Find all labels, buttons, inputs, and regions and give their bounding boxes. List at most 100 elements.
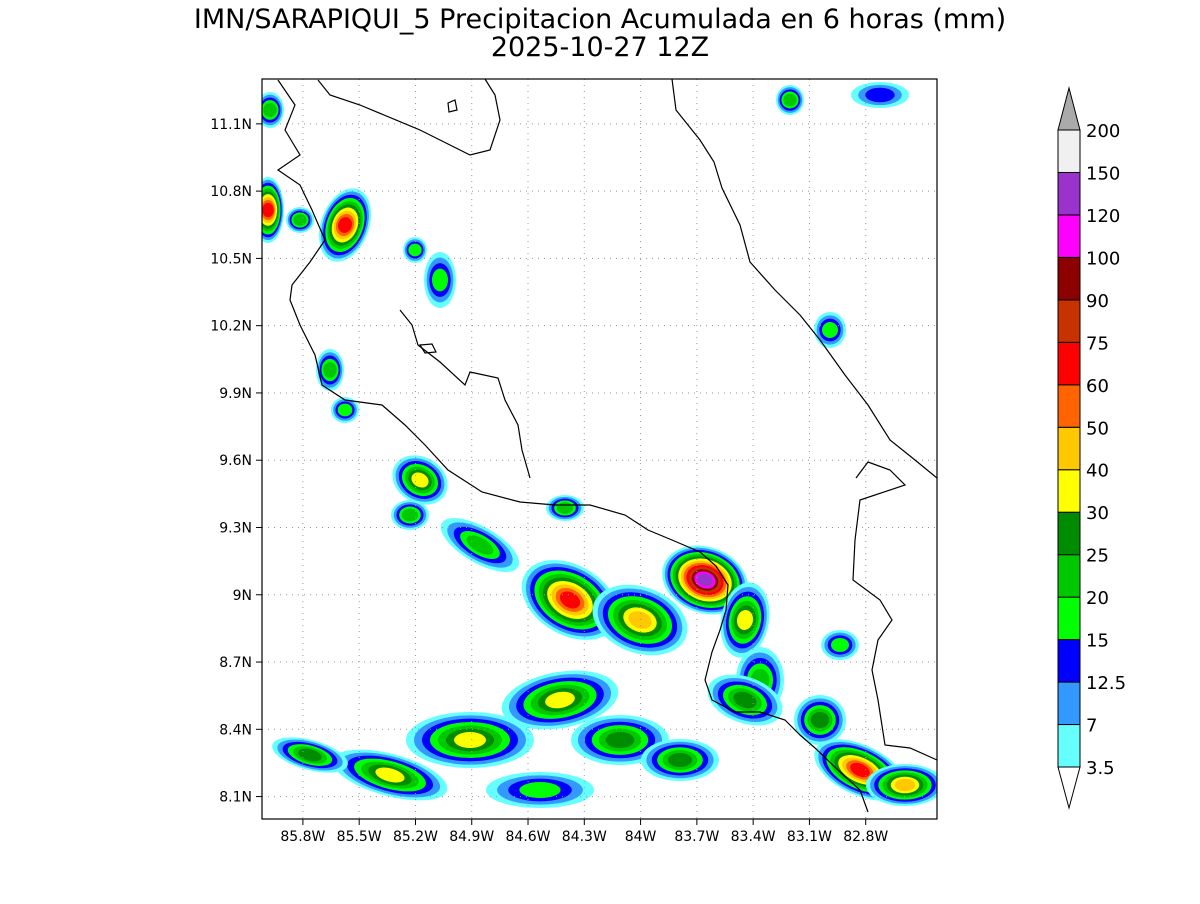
colorbar-label: 12.5 bbox=[1086, 673, 1126, 694]
precip-contour bbox=[375, 767, 405, 783]
island bbox=[447, 99, 458, 113]
precip-contour bbox=[559, 591, 581, 609]
colorbar-box bbox=[1057, 341, 1081, 386]
y-tick-label: 10.2N bbox=[210, 319, 252, 335]
precip-field bbox=[262, 82, 937, 808]
map-title: IMN/SARAPIQUI_5 Precipitacion Acumulada … bbox=[194, 4, 1006, 35]
precip-contour bbox=[432, 268, 448, 292]
precip-contour bbox=[545, 691, 575, 709]
colorbar-box bbox=[1057, 596, 1081, 641]
y-tick-label: 8.7N bbox=[219, 655, 252, 671]
map-frame bbox=[261, 78, 938, 820]
precip-contour bbox=[831, 638, 849, 652]
precip-contour bbox=[628, 611, 652, 629]
precip-contour bbox=[337, 403, 353, 417]
precip-contour bbox=[298, 748, 322, 762]
colorbar-arrow bbox=[1057, 86, 1081, 131]
colorbar-box bbox=[1057, 681, 1081, 726]
colorbar-label: 20 bbox=[1086, 588, 1109, 609]
y-tick-label: 9.6N bbox=[219, 453, 252, 469]
colorbar-label: 25 bbox=[1086, 546, 1109, 567]
colorbar-box bbox=[1057, 511, 1081, 556]
lake-shore bbox=[317, 79, 501, 156]
colorbar-box bbox=[1057, 469, 1081, 513]
colorbar-box bbox=[1057, 384, 1081, 428]
panama-border bbox=[852, 461, 937, 761]
x-tick-label: 85.5W bbox=[337, 829, 382, 845]
precip-contour bbox=[337, 217, 353, 233]
y-tick-label: 9N bbox=[233, 588, 252, 604]
colorbar-box bbox=[1057, 724, 1081, 768]
x-tick-label: 85.8W bbox=[280, 829, 325, 845]
y-tick-label: 9.3N bbox=[219, 520, 252, 536]
precip-contour bbox=[667, 752, 693, 768]
colorbar-label: 100 bbox=[1086, 248, 1120, 269]
colorbar-label: 30 bbox=[1086, 503, 1109, 524]
colorbar-arrow bbox=[1057, 766, 1081, 810]
precip-contour bbox=[850, 762, 870, 778]
colorbar-label: 50 bbox=[1086, 418, 1109, 439]
colorbar-label: 120 bbox=[1086, 206, 1120, 227]
y-tick-label: 10.5N bbox=[210, 251, 252, 267]
colorbar-label: 40 bbox=[1086, 461, 1109, 482]
precip-contour bbox=[323, 362, 337, 378]
precip-contour bbox=[466, 535, 494, 555]
precip-contour bbox=[733, 691, 757, 709]
colorbar-label: 200 bbox=[1086, 121, 1120, 142]
colorbar-box bbox=[1057, 426, 1081, 471]
precip-contour bbox=[293, 214, 307, 226]
x-tick-label: 84.6W bbox=[506, 829, 551, 845]
colorbar-box bbox=[1057, 129, 1081, 173]
precip-contour bbox=[411, 472, 429, 488]
colorbar-box bbox=[1057, 171, 1081, 216]
colorbar-label: 75 bbox=[1086, 333, 1109, 354]
precip-contour bbox=[736, 610, 754, 630]
precip-contour bbox=[401, 508, 419, 522]
grid: 85.8W 85.5W 85.2W 84.9W 84.6W 84.3W 84W 83.7W 83… bbox=[210, 79, 937, 845]
y-tick-label: 9.9N bbox=[219, 386, 252, 402]
caribbean-coast bbox=[671, 79, 937, 479]
x-tick-label: 84.9W bbox=[449, 829, 494, 845]
colorbar-box bbox=[1057, 554, 1081, 598]
x-tick-label: 84W bbox=[625, 829, 657, 845]
x-tick-label: 85.2W bbox=[393, 829, 438, 845]
y-tick-label: 11.1N bbox=[210, 117, 252, 133]
precip-contour bbox=[783, 93, 797, 107]
precip-contour bbox=[556, 502, 574, 514]
gulf-coast bbox=[399, 309, 531, 479]
precip-contour bbox=[263, 102, 277, 118]
precip-contour bbox=[519, 782, 561, 798]
precip-contour bbox=[894, 778, 916, 792]
pacific-coast bbox=[276, 79, 869, 813]
x-tick-label: 83.1W bbox=[787, 829, 832, 845]
island bbox=[418, 343, 437, 354]
colorbar: 3.5 7 12.5 15 20 25 30 40 50 60 75 90 100 120 150 200 bbox=[1057, 86, 1126, 810]
colorbar-label: 60 bbox=[1086, 376, 1109, 397]
precip-contour bbox=[810, 711, 830, 729]
colorbar-box bbox=[1057, 639, 1081, 683]
x-tick-label: 83.4W bbox=[731, 829, 776, 845]
x-tick-label: 83.7W bbox=[674, 829, 719, 845]
y-tick-label: 10.8N bbox=[210, 184, 252, 200]
y-tick-label: 8.4N bbox=[219, 722, 252, 738]
colorbar-label: 150 bbox=[1086, 163, 1120, 184]
precip-contour bbox=[697, 573, 713, 587]
precip-contour bbox=[822, 322, 838, 338]
precip-contour bbox=[408, 243, 422, 257]
colorbar-label: 15 bbox=[1086, 631, 1109, 652]
precip-contour bbox=[262, 202, 274, 218]
x-tick-label: 82.8W bbox=[843, 829, 888, 845]
coastlines bbox=[276, 79, 937, 813]
colorbar-label: 90 bbox=[1086, 291, 1109, 312]
colorbar-label: 7 bbox=[1086, 716, 1097, 737]
y-tick-label: 8.1N bbox=[219, 790, 252, 806]
x-tick-label: 84.3W bbox=[562, 829, 607, 845]
colorbar-box bbox=[1057, 299, 1081, 343]
colorbar-label: 3.5 bbox=[1086, 758, 1115, 779]
map-subtitle: 2025-10-27 12Z bbox=[491, 32, 709, 63]
precip-contour bbox=[454, 732, 486, 748]
colorbar-box bbox=[1057, 214, 1081, 258]
colorbar-box bbox=[1057, 256, 1081, 301]
